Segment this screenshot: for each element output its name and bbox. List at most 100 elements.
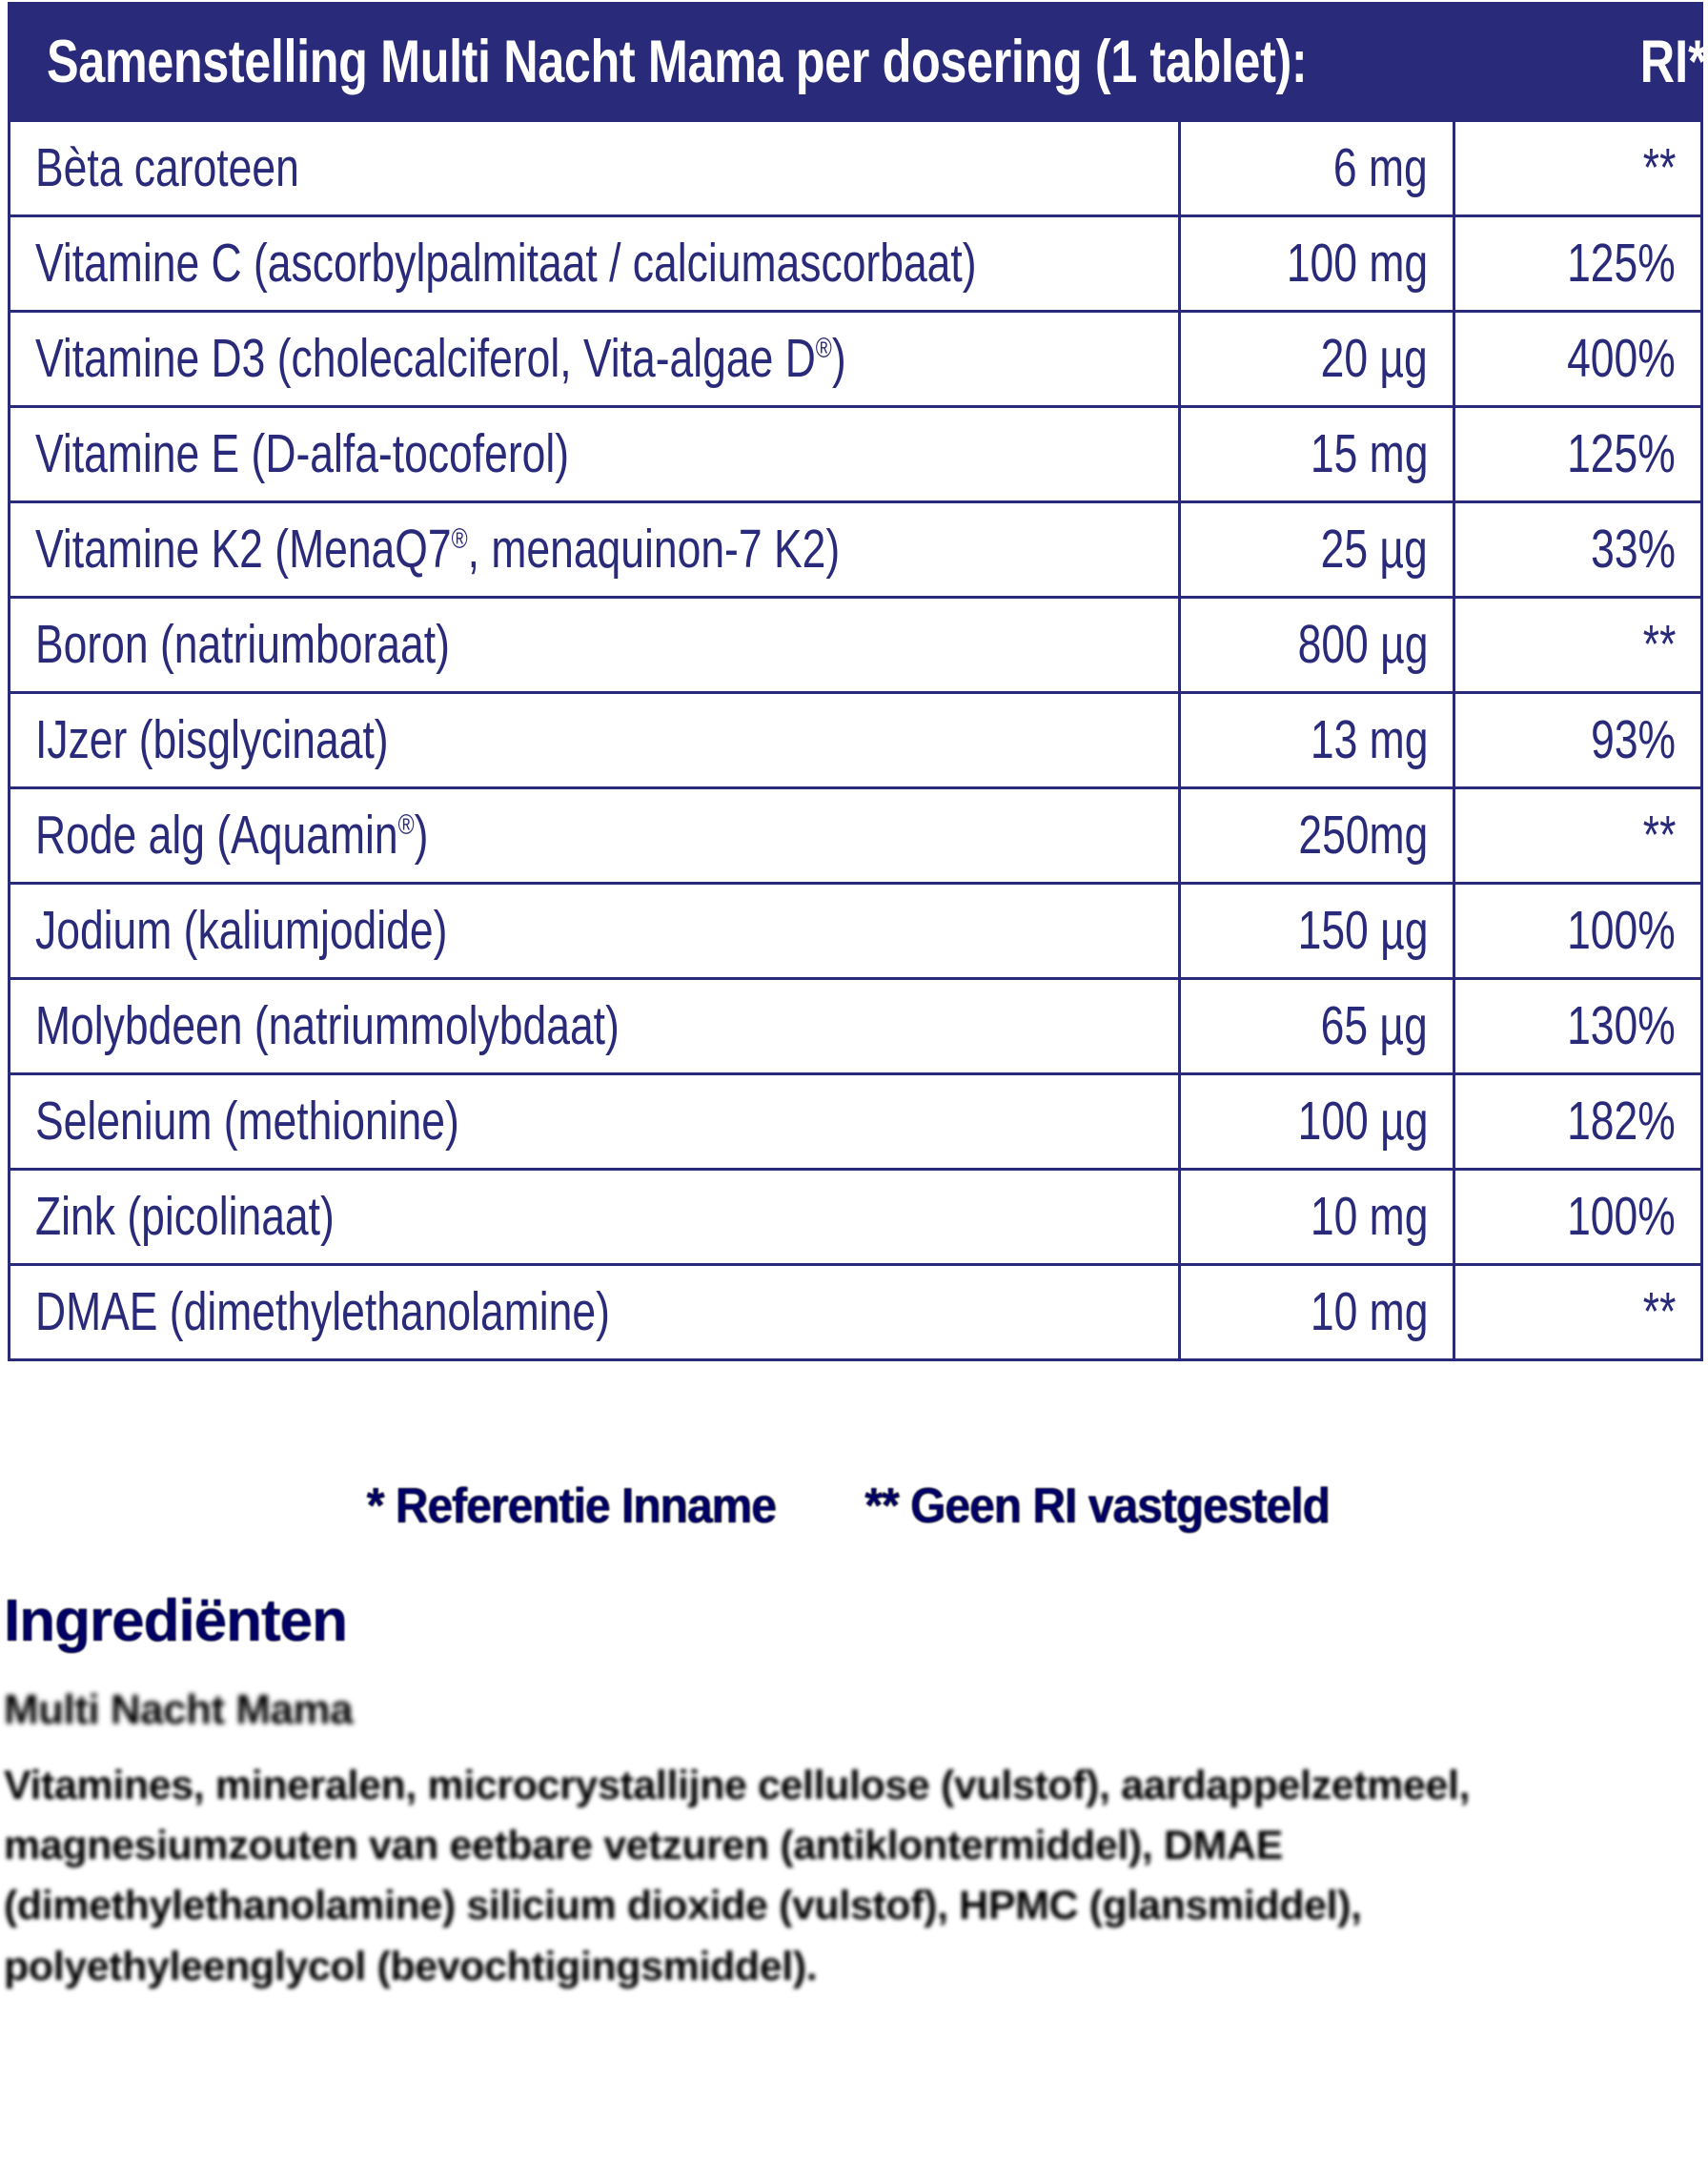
nutrient-name: Bèta caroteen <box>35 136 299 198</box>
table-row: Jodium (kaliumjodide) 150 µg 100% <box>8 882 1704 980</box>
table-title: Samenstelling Multi Nacht Mama per doser… <box>47 28 1308 95</box>
nutrient-amount: 100 mg <box>1286 232 1428 294</box>
nutrient-name-cell: Vitamine D3 (cholecalciferol, Vita-algae… <box>8 310 1181 408</box>
nutrient-amount-cell: 20 µg <box>1178 310 1455 408</box>
nutrient-name-cell: Vitamine C (ascorbylpalmitaat / calciuma… <box>8 214 1181 313</box>
nutrient-ri: 100% <box>1567 899 1677 961</box>
nutrient-amount: 100 µg <box>1297 1090 1428 1152</box>
nutrient-name: Vitamine E (D-alfa-tocoferol) <box>35 422 570 484</box>
nutrient-ri: 125% <box>1567 232 1677 294</box>
nutrient-amount-cell: 13 mg <box>1178 691 1455 789</box>
nutrient-ri-cell: ** <box>1452 1263 1704 1361</box>
nutrient-ri-cell: ** <box>1452 786 1704 885</box>
nutrient-amount-cell: 250mg <box>1178 786 1455 885</box>
nutrient-amount: 15 mg <box>1310 422 1428 484</box>
nutrient-name-cell: Selenium (methionine) <box>8 1072 1181 1171</box>
nutrient-ri-cell: ** <box>1452 119 1704 217</box>
nutrient-name: Molybdeen (natriummolybdaat) <box>35 994 620 1056</box>
nutrient-name: Vitamine K2 (MenaQ7®, menaquinon-7 K2) <box>35 518 841 580</box>
nutrient-name: Vitamine D3 (cholecalciferol, Vita-algae… <box>35 327 846 389</box>
table-row: Molybdeen (natriummolybdaat) 65 µg 130% <box>8 977 1704 1075</box>
ingredients-product-name: Multi Nacht Mama <box>4 1686 354 1733</box>
nutrient-name-cell: Vitamine E (D-alfa-tocoferol) <box>8 405 1181 503</box>
nutrient-ri-cell: 125% <box>1452 405 1704 503</box>
table-row: Vitamine K2 (MenaQ7®, menaquinon-7 K2) 2… <box>8 500 1704 599</box>
table-body: Bèta caroteen 6 mg ** Vitamine C (ascorb… <box>8 119 1704 1361</box>
nutrient-name-cell: Boron (natriumboraat) <box>8 596 1181 694</box>
nutrient-amount: 800 µg <box>1297 613 1428 675</box>
nutrient-amount-cell: 100 µg <box>1178 1072 1455 1171</box>
nutrient-amount-cell: 800 µg <box>1178 596 1455 694</box>
nutrient-ri-cell: 130% <box>1452 977 1704 1075</box>
nutrient-ri-cell: 100% <box>1452 882 1704 980</box>
footnotes: * Referentie Inname ** Geen RI vastgeste… <box>0 1478 1708 1535</box>
nutrient-name: Vitamine C (ascorbylpalmitaat / calciuma… <box>35 232 977 294</box>
nutrient-ri: 130% <box>1567 994 1677 1056</box>
nutrient-amount: 6 mg <box>1333 136 1428 198</box>
nutrient-amount: 25 µg <box>1320 518 1428 580</box>
table-header-row: Samenstelling Multi Nacht Mama per doser… <box>7 2 1707 122</box>
nutrient-ri: ** <box>1642 136 1677 198</box>
nutrient-ri: 100% <box>1567 1185 1677 1247</box>
nutrient-name: Zink (picolinaat) <box>35 1185 335 1247</box>
nutrient-ri: 93% <box>1591 708 1677 770</box>
nutrient-name: Rode alg (Aquamin®) <box>35 804 429 866</box>
nutrient-ri: ** <box>1642 1280 1677 1342</box>
nutrient-amount-cell: 10 mg <box>1178 1263 1455 1361</box>
supplement-composition-table: Samenstelling Multi Nacht Mama per doser… <box>7 2 1707 1361</box>
nutrient-name-cell: Rode alg (Aquamin®) <box>8 786 1181 885</box>
nutrient-amount: 10 mg <box>1310 1185 1428 1247</box>
nutrient-name: IJzer (bisglycinaat) <box>35 708 389 770</box>
nutrient-ri: ** <box>1642 804 1677 866</box>
nutrient-name-cell: DMAE (dimethylethanolamine) <box>8 1263 1181 1361</box>
nutrient-amount: 65 µg <box>1320 994 1428 1056</box>
table-row: IJzer (bisglycinaat) 13 mg 93% <box>8 691 1704 789</box>
nutrient-name-cell: Bèta caroteen <box>8 119 1181 217</box>
nutrient-name: Boron (natriumboraat) <box>35 613 450 675</box>
table-header: Samenstelling Multi Nacht Mama per doser… <box>7 2 1707 122</box>
nutrient-ri-cell: 33% <box>1452 500 1704 599</box>
nutrient-name-cell: Jodium (kaliumjodide) <box>8 882 1181 980</box>
nutrient-ri: ** <box>1642 613 1677 675</box>
nutrient-name: Selenium (methionine) <box>35 1090 459 1152</box>
nutrient-amount: 13 mg <box>1310 708 1428 770</box>
nutrient-name-cell: Vitamine K2 (MenaQ7®, menaquinon-7 K2) <box>8 500 1181 599</box>
nutrient-ri-cell: 93% <box>1452 691 1704 789</box>
nutrient-ri: 400% <box>1567 327 1677 389</box>
nutrient-amount-cell: 25 µg <box>1178 500 1455 599</box>
table-row: Bèta caroteen 6 mg ** <box>8 119 1704 217</box>
ingredients-list-text: Vitamines, mineralen, microcrystallijne … <box>4 1763 1471 1990</box>
table-row: Selenium (methionine) 100 µg 182% <box>8 1072 1704 1171</box>
nutrient-name-cell: Molybdeen (natriummolybdaat) <box>8 977 1181 1075</box>
nutrient-amount-cell: 65 µg <box>1178 977 1455 1075</box>
nutrient-amount-cell: 15 mg <box>1178 405 1455 503</box>
table-header-ri-label: RI* <box>1639 28 1707 95</box>
nutrient-amount: 250mg <box>1298 804 1428 866</box>
nutrient-name: Jodium (kaliumjodide) <box>35 899 448 961</box>
nutrient-amount-cell: 6 mg <box>1178 119 1455 217</box>
nutrient-name-cell: Zink (picolinaat) <box>8 1168 1181 1266</box>
table-row: Vitamine E (D-alfa-tocoferol) 15 mg 125% <box>8 405 1704 503</box>
table-row: Vitamine C (ascorbylpalmitaat / calciuma… <box>8 214 1704 313</box>
table-row: DMAE (dimethylethanolamine) 10 mg ** <box>8 1263 1704 1361</box>
table-row: Rode alg (Aquamin®) 250mg ** <box>8 786 1704 885</box>
nutrient-amount: 10 mg <box>1310 1280 1428 1342</box>
ingredients-heading: Ingrediënten <box>4 1588 348 1654</box>
nutrient-ri: 125% <box>1567 422 1677 484</box>
nutrient-name: DMAE (dimethylethanolamine) <box>35 1280 610 1342</box>
table-row: Boron (natriumboraat) 800 µg ** <box>8 596 1704 694</box>
nutrient-amount-cell: 100 mg <box>1178 214 1455 313</box>
nutrient-ri: 182% <box>1567 1090 1677 1152</box>
nutrient-ri-cell: 400% <box>1452 310 1704 408</box>
footnote-ri: * Referentie Inname <box>366 1479 776 1534</box>
nutrient-ri-cell: 125% <box>1452 214 1704 313</box>
nutrient-ri-cell: ** <box>1452 596 1704 694</box>
ingredients-section: Ingrediënten Multi Nacht Mama Vitamines,… <box>4 1592 1700 1997</box>
table-header-cell: Samenstelling Multi Nacht Mama per doser… <box>7 2 1707 122</box>
footnote-no-ri: ** Geen RI vastgesteld <box>864 1479 1331 1534</box>
nutrient-ri-cell: 182% <box>1452 1072 1704 1171</box>
nutrient-amount-cell: 10 mg <box>1178 1168 1455 1266</box>
nutrient-ri-cell: 100% <box>1452 1168 1704 1266</box>
nutrient-ri: 33% <box>1591 518 1677 580</box>
